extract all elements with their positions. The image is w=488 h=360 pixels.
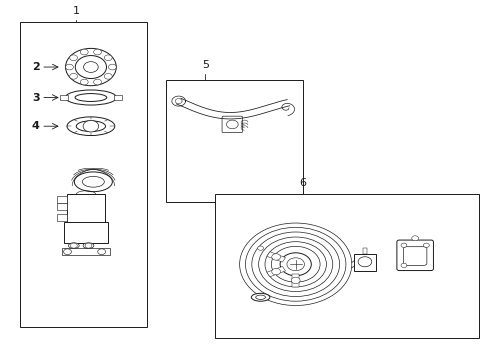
Bar	[67, 194, 104, 223]
Bar	[266, 266, 285, 277]
Circle shape	[75, 55, 106, 78]
Bar	[353, 253, 375, 271]
Circle shape	[357, 257, 371, 267]
Circle shape	[271, 268, 280, 275]
Circle shape	[271, 254, 280, 260]
Circle shape	[291, 277, 300, 284]
Bar	[166, 80, 303, 202]
Bar	[61, 248, 110, 255]
Circle shape	[286, 258, 304, 271]
Bar	[64, 222, 108, 243]
Text: 4: 4	[32, 121, 40, 131]
Circle shape	[400, 263, 406, 267]
Bar	[60, 95, 68, 100]
Circle shape	[226, 120, 238, 129]
Bar	[20, 22, 147, 327]
Ellipse shape	[67, 117, 115, 135]
Circle shape	[400, 243, 406, 247]
Circle shape	[80, 79, 88, 85]
Circle shape	[423, 243, 428, 247]
Circle shape	[63, 249, 71, 255]
Circle shape	[65, 48, 116, 86]
Ellipse shape	[251, 293, 269, 301]
Circle shape	[83, 62, 98, 72]
Circle shape	[280, 253, 311, 276]
Bar	[57, 196, 67, 203]
Circle shape	[80, 49, 88, 55]
Circle shape	[98, 249, 105, 255]
Circle shape	[108, 64, 116, 70]
Circle shape	[264, 242, 326, 287]
Circle shape	[271, 246, 320, 282]
Ellipse shape	[75, 94, 106, 102]
Bar	[57, 214, 67, 221]
Ellipse shape	[74, 172, 112, 192]
Bar	[362, 248, 366, 253]
Circle shape	[258, 237, 332, 292]
Circle shape	[239, 223, 351, 306]
Ellipse shape	[68, 243, 79, 248]
Text: 1: 1	[73, 6, 80, 16]
Bar	[114, 95, 122, 100]
Bar	[292, 274, 299, 287]
Ellipse shape	[83, 243, 94, 248]
Text: 6: 6	[299, 178, 306, 188]
Circle shape	[69, 73, 77, 79]
Bar	[266, 252, 285, 262]
Circle shape	[70, 243, 77, 248]
FancyBboxPatch shape	[222, 116, 242, 133]
Circle shape	[93, 79, 101, 85]
Circle shape	[257, 246, 263, 250]
Circle shape	[251, 232, 339, 297]
Bar	[215, 194, 478, 338]
Ellipse shape	[76, 121, 105, 132]
Bar	[57, 203, 67, 211]
Circle shape	[65, 64, 73, 70]
FancyBboxPatch shape	[396, 240, 432, 271]
Ellipse shape	[82, 176, 104, 187]
Text: 2: 2	[32, 62, 40, 72]
Circle shape	[69, 55, 77, 60]
FancyBboxPatch shape	[403, 247, 426, 265]
Text: 5: 5	[202, 60, 208, 70]
Ellipse shape	[65, 90, 116, 105]
Circle shape	[93, 49, 101, 55]
Circle shape	[104, 55, 112, 60]
Circle shape	[85, 243, 92, 248]
Ellipse shape	[255, 295, 265, 300]
Circle shape	[411, 236, 418, 241]
Circle shape	[83, 121, 99, 132]
Circle shape	[245, 227, 345, 301]
Circle shape	[104, 73, 112, 79]
Text: 3: 3	[32, 93, 40, 103]
